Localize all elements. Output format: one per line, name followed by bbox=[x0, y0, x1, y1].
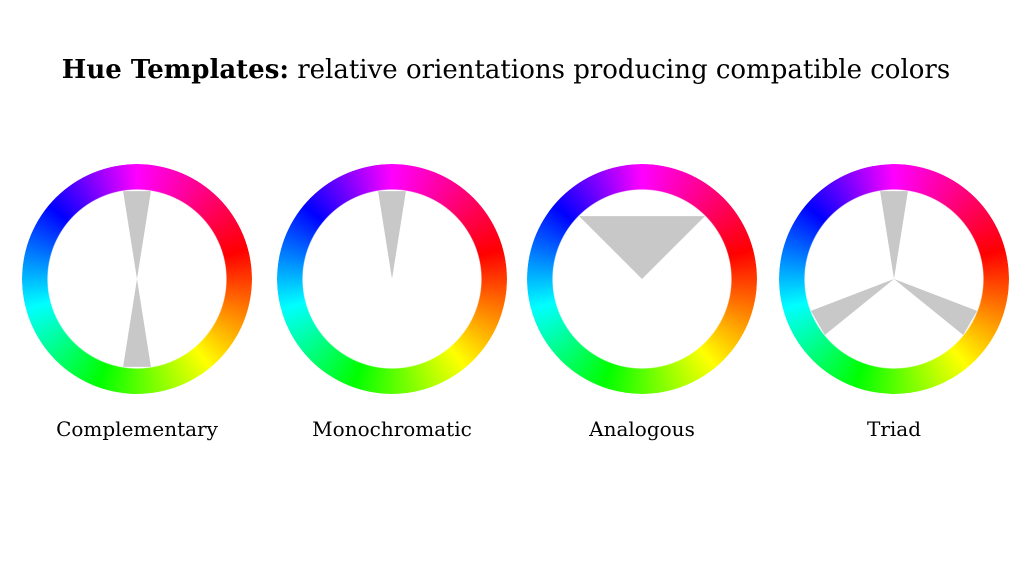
template-sector bbox=[123, 191, 151, 279]
template-sector bbox=[810, 279, 894, 336]
slide-title: Hue Templates: relative orientations pro… bbox=[0, 52, 1012, 88]
template-sector bbox=[579, 216, 705, 279]
complementary-sectors bbox=[123, 191, 151, 367]
template-sector bbox=[123, 279, 151, 367]
title-rest: relative orientations producing compatib… bbox=[288, 55, 951, 85]
complementary-wheel bbox=[22, 164, 252, 394]
title-bold: Hue Templates: bbox=[61, 55, 289, 85]
complementary-label: Complementary bbox=[56, 417, 218, 441]
monochromatic-sectors bbox=[378, 191, 406, 279]
analogous-label: Analogous bbox=[589, 417, 695, 441]
monochromatic-label: Monochromatic bbox=[312, 417, 472, 441]
triad-label: Triad bbox=[866, 417, 922, 441]
template-sector bbox=[880, 191, 908, 279]
analogous-sectors bbox=[579, 216, 705, 279]
analogous-wheel bbox=[527, 164, 757, 394]
triad-wheel bbox=[779, 164, 1009, 394]
monochromatic-wheel bbox=[277, 164, 507, 394]
template-sector bbox=[378, 191, 406, 279]
template-sector bbox=[894, 279, 978, 336]
triad-sectors bbox=[810, 191, 978, 336]
